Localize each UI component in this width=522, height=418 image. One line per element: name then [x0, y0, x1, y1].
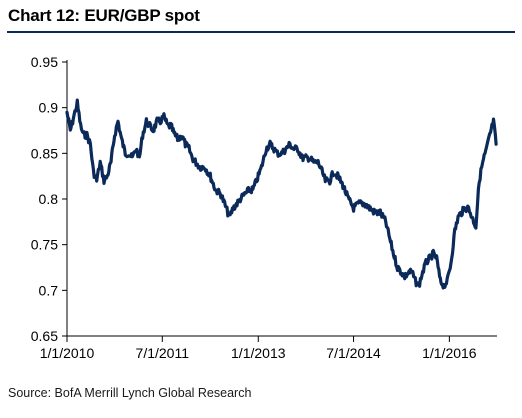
- y-axis-ticks: 0.95 0.9 0.85 0.8 0.75 0.7 0.65: [31, 54, 67, 344]
- chart-title: Chart 12: EUR/GBP spot: [8, 6, 200, 25]
- y-tick-label: 0.95: [31, 54, 58, 70]
- y-tick-label: 0.7: [39, 282, 59, 298]
- y-tick-label: 0.75: [31, 237, 58, 253]
- eurgbp-series-line: [65, 98, 498, 290]
- source-note: Source: BofA Merrill Lynch Global Resear…: [8, 386, 252, 400]
- x-tick-label: 1/1/2013: [231, 345, 286, 361]
- y-tick-label: 0.65: [31, 328, 58, 344]
- y-tick-label: 0.85: [31, 145, 58, 161]
- y-tick-label: 0.8: [39, 191, 59, 207]
- chart-axes: [66, 60, 497, 337]
- x-tick-label: 7/1/2014: [326, 345, 381, 361]
- x-tick-label: 7/1/2011: [136, 345, 190, 361]
- line-chart: 0.95 0.9 0.85 0.8 0.75 0.7 0.65 1/1/2010 7/1/20…: [31, 54, 498, 361]
- x-tick-label: 1/1/2010: [40, 345, 95, 361]
- x-tick-label: 1/1/2016: [422, 345, 477, 361]
- x-axis-ticks: 1/1/2010 7/1/2011 1/1/2013 7/1/2014 1/1/2016: [40, 336, 477, 361]
- title-underline: [7, 31, 515, 33]
- y-tick-label: 0.9: [39, 100, 59, 116]
